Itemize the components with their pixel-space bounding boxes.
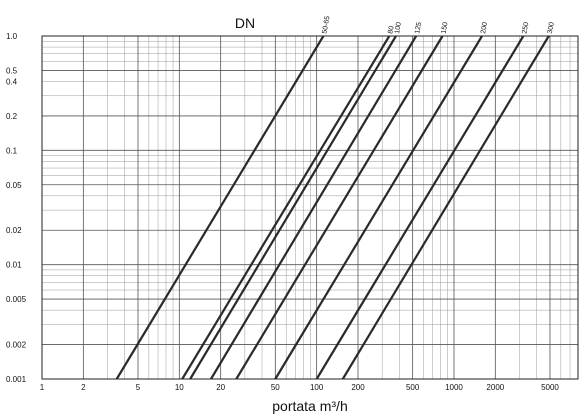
- x-axis-title: portata m³/h: [272, 398, 347, 414]
- series-line: [274, 35, 483, 380]
- y-tick-label: 0.005: [6, 295, 27, 304]
- series-line: [115, 35, 325, 380]
- series-label: 80: [387, 25, 395, 34]
- x-tick-label: 5: [136, 383, 141, 392]
- y-tick-label: 0.02: [6, 226, 22, 235]
- y-tick-label: 0.001: [6, 375, 27, 384]
- series-line: [189, 35, 397, 380]
- y-tick-labels: 0.001 0.002 0.005 0.01 0.02 0.05 0.1 0.2 0.4 0.5 1…: [6, 32, 27, 384]
- y-tick-label: 0.01: [6, 261, 22, 270]
- x-tick-label: 10: [175, 383, 184, 392]
- series-line: [341, 35, 550, 380]
- y-tick-label: 1.0: [6, 32, 18, 41]
- x-tick-label: 500: [406, 383, 420, 392]
- series-label: 100: [394, 22, 403, 35]
- major-grid: [41, 35, 578, 380]
- series-line: [181, 35, 391, 380]
- plot-frame: [41, 35, 579, 380]
- x-tick-label: 1: [40, 383, 45, 392]
- y-tick-label: 0.05: [6, 181, 22, 190]
- x-tick-label: 200: [351, 383, 365, 392]
- series-label: 300: [547, 22, 556, 35]
- x-tick-label: 5000: [541, 383, 559, 392]
- y-tick-label: 0.002: [6, 341, 27, 350]
- x-tick-label: 100: [310, 383, 324, 392]
- chart-title: DN: [235, 15, 255, 31]
- series-label: 200: [480, 22, 489, 35]
- series-line: [210, 35, 418, 380]
- series-line: [315, 35, 525, 380]
- series-label: 150: [441, 22, 450, 35]
- series-label: 125: [414, 22, 423, 35]
- x-tick-label: 50: [271, 383, 280, 392]
- minor-grid: [42, 36, 579, 379]
- y-tick-label: 0.2: [6, 112, 18, 121]
- x-tick-labels: 1 2 5 10 20 50 100 200 500 1000 2000 5000: [40, 383, 560, 392]
- x-tick-label: 2: [81, 383, 86, 392]
- y-tick-label: 0.1: [6, 146, 18, 155]
- x-tick-label: 2000: [486, 383, 504, 392]
- series-label: 50-65: [321, 15, 331, 34]
- series-label: 250: [521, 22, 530, 35]
- x-tick-label: 1000: [445, 383, 463, 392]
- series-line: [235, 35, 444, 380]
- series-lines: [115, 35, 550, 380]
- y-tick-label: 0.4: [6, 77, 18, 86]
- y-tick-label: 0.5: [6, 66, 18, 75]
- x-tick-label: 20: [216, 383, 225, 392]
